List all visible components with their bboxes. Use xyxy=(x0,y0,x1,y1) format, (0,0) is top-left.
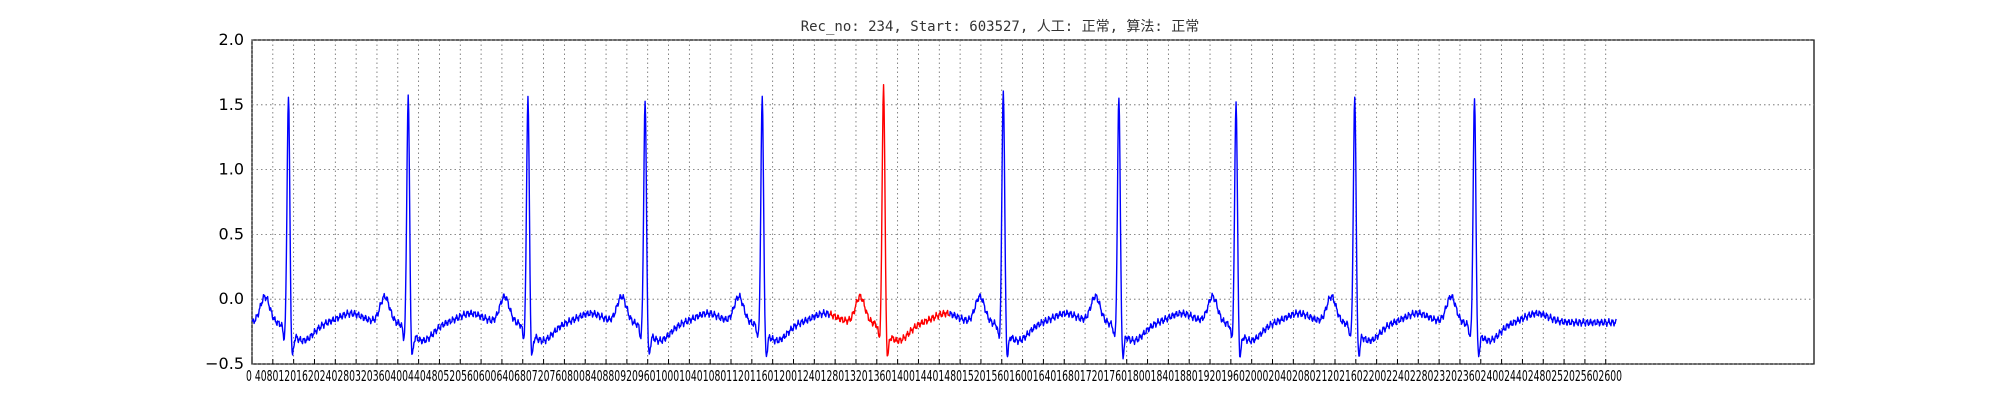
chart-title: Rec_no: 234, Start: 603527, 人工: 正常, 算法: … xyxy=(801,19,1200,35)
grid-lines xyxy=(251,39,1814,365)
y-tick-label-2: 0.5 xyxy=(219,224,244,243)
y-tick-label-5: 2.0 xyxy=(219,30,244,49)
ecg-line-red-highlight xyxy=(829,83,951,357)
series-layer xyxy=(251,83,1617,360)
ecg-line-blue-1 xyxy=(251,94,831,358)
y-axis-ticks: −0.5 0.0 0.5 1.0 1.5 2.0 xyxy=(205,30,244,373)
x-axis-ticks: 0 40801201620240280320360400440480520560… xyxy=(246,367,1622,385)
y-tick-label-1: 0.0 xyxy=(219,289,244,308)
y-tick-label-3: 1.0 xyxy=(219,160,244,179)
plot-frame xyxy=(251,39,1815,365)
ecg-line-blue-2 xyxy=(948,90,1617,360)
y-tick-label-4: 1.5 xyxy=(219,95,244,114)
x-tick-labels: 0 40801201620240280320360400440480520560… xyxy=(246,367,1622,385)
y-tick-label-0: −0.5 xyxy=(205,354,244,373)
